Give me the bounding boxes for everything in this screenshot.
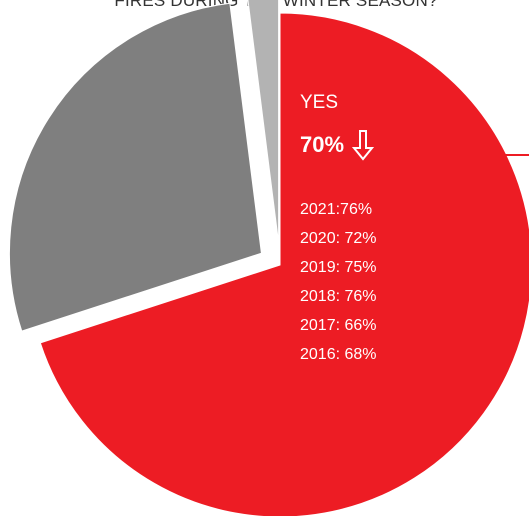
pie-slice-other-1 — [8, 2, 262, 332]
history-list: 2021:76% 2020: 72% 2019: 75% 2018: 76% 2017:… — [300, 195, 377, 369]
history-item: 2019: 75% — [300, 259, 377, 276]
history-item: 2020: 72% — [300, 230, 377, 247]
pie-slice-yes — [39, 12, 529, 516]
slice-label-yes: YES — [300, 92, 339, 113]
history-item: 2017: 66% — [300, 317, 377, 334]
history-item: 2016: 68% — [300, 346, 377, 363]
history-item: 2021:76% — [300, 201, 373, 218]
yes-percent-group: 70% — [300, 128, 375, 162]
pie-slice-other-2 — [247, 0, 280, 244]
pie-slices — [8, 0, 529, 516]
down-arrow-icon — [352, 130, 375, 161]
slice-percent-yes: 70% — [300, 132, 345, 157]
history-item: 2018: 76% — [300, 288, 377, 305]
